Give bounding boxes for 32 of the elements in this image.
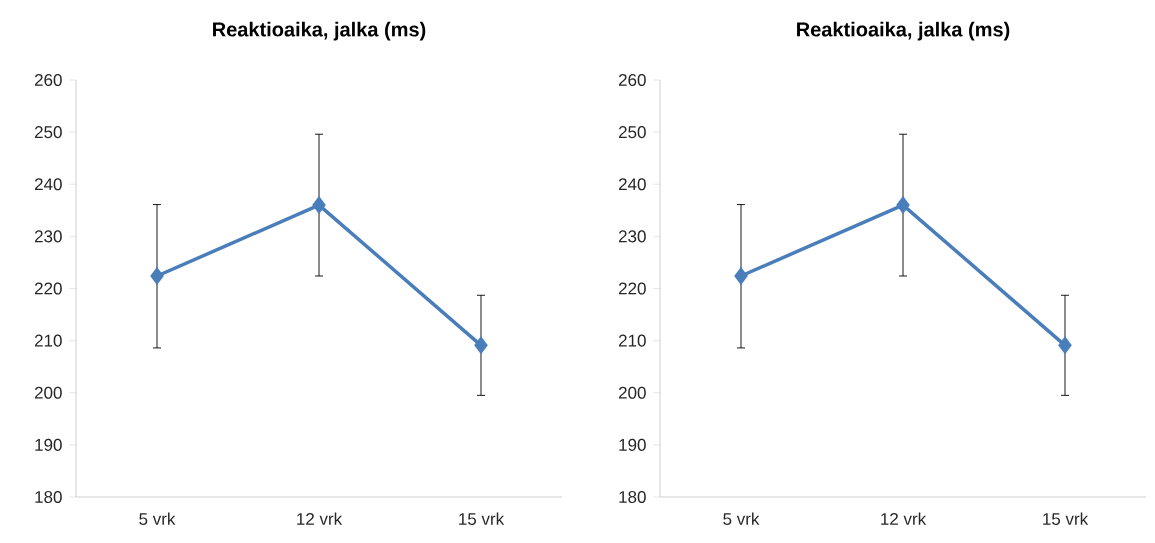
point <box>312 196 326 215</box>
y-tick-label: 240 <box>34 178 62 191</box>
y-tick-label: 210 <box>34 334 62 347</box>
point <box>474 336 488 355</box>
chart-title: Reaktioaika, jalka (ms) <box>213 21 426 41</box>
y-tick-label: 260 <box>618 73 646 87</box>
y-tick-label: 220 <box>34 282 62 295</box>
y-tick-label: 260 <box>34 73 62 87</box>
y-tick-label: 240 <box>618 178 646 191</box>
y-tick-label: 230 <box>618 230 646 243</box>
x-tick-label: 15 vrk <box>1043 512 1089 526</box>
y-tick-label: 190 <box>619 438 646 451</box>
x-tick-label: 12 vrk <box>881 512 927 525</box>
y-tick-label: 190 <box>35 438 62 451</box>
x-tick-label: 15 vrk <box>459 512 505 526</box>
y-tick-label: 250 <box>34 126 62 139</box>
point <box>1058 336 1072 355</box>
y-tick-label: 180 <box>619 490 646 504</box>
point <box>150 266 164 286</box>
point <box>896 196 910 215</box>
y-tick-label: 200 <box>34 386 62 399</box>
y-tick-label: 220 <box>618 282 646 295</box>
y-tick-label: 250 <box>618 126 646 139</box>
y-tick-label: 230 <box>34 230 62 243</box>
y-tick-label: 210 <box>618 334 646 347</box>
x-tick-label: 12 vrk <box>297 512 343 525</box>
y-tick-label: 200 <box>618 386 646 399</box>
x-tick-label: 5 vrk <box>723 512 760 526</box>
x-tick-label: 5 vrk <box>139 512 176 526</box>
y-tick-label: 180 <box>35 490 62 504</box>
chart-title: Reaktioaika, jalka (ms) <box>797 21 1010 41</box>
point <box>734 266 748 286</box>
